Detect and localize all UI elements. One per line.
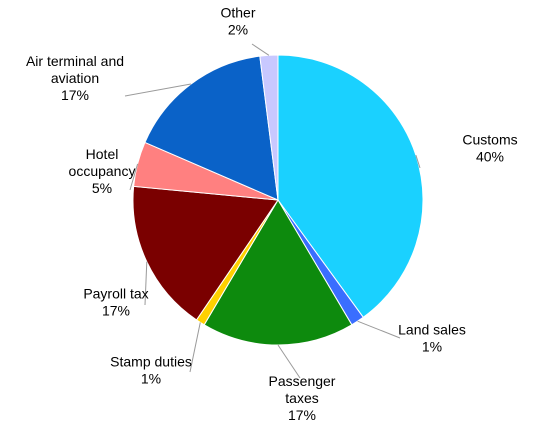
slice-label-line: occupancy bbox=[69, 163, 136, 179]
slice-percent: 17% bbox=[102, 303, 130, 319]
slice-label-line: Hotel bbox=[86, 146, 119, 162]
leader-line bbox=[357, 320, 401, 339]
slice-percent: 1% bbox=[141, 371, 161, 387]
slice-label-line: Payroll tax bbox=[83, 286, 148, 302]
slice-label: Payroll tax 17% bbox=[83, 286, 148, 319]
slice-label-line: taxes bbox=[285, 390, 318, 406]
leader-line bbox=[129, 163, 139, 191]
pie-slice-customs bbox=[277, 54, 424, 319]
slice-label: Hotel occupancy 5% bbox=[69, 146, 136, 196]
slice-percent: 1% bbox=[422, 339, 442, 355]
leader-line bbox=[124, 83, 191, 97]
slice-label-line: Air terminal and bbox=[26, 53, 124, 69]
leader-line bbox=[189, 322, 201, 373]
slice-percent: 2% bbox=[228, 22, 248, 38]
slice-percent: 40% bbox=[476, 149, 504, 165]
slice-percent: 17% bbox=[61, 87, 89, 103]
slice-label-line: Land sales bbox=[398, 322, 466, 338]
slice-label: Passenger taxes 17% bbox=[269, 373, 336, 423]
leader-line bbox=[144, 261, 148, 306]
slice-label: Air terminal and aviation 17% bbox=[26, 53, 124, 103]
pie-slice-air-terminal-and-aviation bbox=[144, 55, 279, 201]
slice-label: Other 2% bbox=[220, 5, 255, 38]
slice-percent: 17% bbox=[288, 407, 316, 423]
slice-labels: Customs 40%Land sales 1%Passenger taxes 17%S… bbox=[26, 5, 518, 424]
slice-label-line: aviation bbox=[51, 70, 99, 86]
leader-line bbox=[415, 155, 421, 169]
leader-lines bbox=[124, 43, 421, 379]
leader-line bbox=[277, 344, 301, 379]
slice-label: Stamp duties 1% bbox=[110, 354, 192, 387]
slice-label-line: Stamp duties bbox=[110, 354, 192, 370]
slice-percent: 5% bbox=[92, 180, 112, 196]
slice-label-line: Customs bbox=[462, 132, 517, 148]
slice-label: Land sales 1% bbox=[398, 322, 466, 355]
pie-slices bbox=[132, 54, 424, 346]
leader-line bbox=[251, 43, 270, 56]
slice-label-line: Passenger bbox=[269, 373, 336, 389]
slice-label: Customs 40% bbox=[462, 132, 517, 165]
slice-label-line: Other bbox=[220, 5, 255, 21]
